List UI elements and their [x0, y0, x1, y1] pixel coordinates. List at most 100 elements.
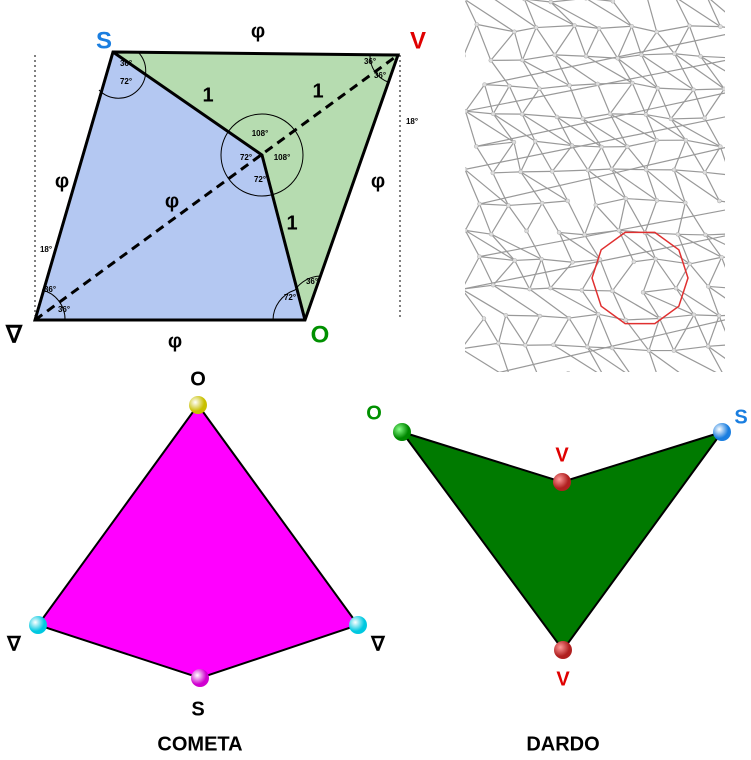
tile-edge: [611, 347, 630, 372]
tile-edge: [582, 118, 628, 148]
tile-node: [631, 376, 635, 380]
tile-edge: [581, 289, 599, 315]
tile-edge: [598, 28, 619, 59]
vertex-label: S: [191, 698, 204, 720]
tile-edge: [595, 197, 626, 206]
tile-edge: [586, 346, 626, 372]
tile-node: [630, 80, 635, 86]
tile-edge: [659, 314, 695, 320]
tile-node: [566, 371, 571, 372]
edge-label: 1: [286, 212, 297, 234]
tile-edge: [581, 289, 613, 292]
tile-node: [747, 312, 751, 316]
tile-node: [717, 198, 722, 204]
tile-edge: [465, 256, 480, 285]
tile-edge: [527, 0, 551, 3]
tile-edge: [556, 116, 583, 120]
tile-edge: [631, 25, 657, 33]
tile-node: [552, 52, 557, 58]
tile-node: [474, 22, 480, 27]
tile-node: [548, 285, 553, 291]
tile-edge: [490, 205, 509, 235]
tile-edge: [585, 55, 633, 84]
angle-label: 72°: [284, 293, 296, 302]
tile-node: [474, 376, 478, 380]
tile-edge: [611, 290, 627, 321]
vertex-ball: [554, 641, 572, 659]
tile-edge: [707, 286, 720, 316]
tile-node: [539, 200, 545, 206]
tile-edge: [707, 285, 725, 299]
tile-edge: [568, 313, 599, 319]
tile-edge: [534, 140, 553, 172]
tile-edge: [541, 202, 560, 233]
tile-edge: [618, 198, 627, 231]
tile-edge: [521, 88, 540, 115]
tile-edge: [673, 25, 690, 55]
tile-edge: [611, 261, 635, 292]
tile-node: [734, 113, 738, 117]
tile-node: [465, 0, 468, 2]
tile-node: [643, 112, 649, 117]
tile-edge: [645, 87, 659, 115]
angle-arc: [98, 51, 147, 99]
tile-node: [481, 316, 487, 321]
tile-edge: [582, 113, 611, 120]
tile-edge: [465, 230, 480, 257]
tile-edge: [465, 229, 492, 235]
tile-node: [718, 24, 723, 29]
tile-edge: [584, 234, 601, 260]
tile-node: [640, 290, 646, 295]
tile-edge: [673, 169, 686, 203]
tile-edge: [684, 202, 706, 236]
edge-label: φ: [165, 190, 179, 212]
tile-node: [539, 256, 544, 262]
tile-edge: [478, 203, 492, 235]
tile-edge: [601, 146, 613, 170]
vertex-label: S: [96, 27, 112, 54]
tile-edge: [617, 54, 642, 59]
tile-node: [734, 232, 738, 236]
tile-edge: [609, 113, 628, 147]
tile-edge: [657, 87, 672, 120]
tile-edge: [571, 145, 589, 171]
tile-edge: [586, 314, 599, 348]
vertex-ball: [189, 396, 207, 414]
tile-edge: [465, 318, 485, 345]
tile-edge: [693, 314, 720, 317]
tile-node: [585, 344, 590, 350]
tile-edge: [675, 287, 695, 316]
tile-edge: [514, 258, 542, 262]
tile-edge: [558, 232, 574, 263]
tile-edge: [476, 24, 492, 61]
angle-arc: [220, 113, 304, 197]
tile-node: [507, 83, 512, 89]
tile-node: [579, 288, 585, 293]
tile-edge: [657, 87, 694, 91]
tile-edge: [524, 0, 537, 28]
tile-edge: [707, 344, 725, 347]
tile-edge: [556, 116, 573, 146]
angle-label: 108°: [274, 153, 291, 162]
tile-edge: [648, 350, 680, 372]
tile-edge: [505, 314, 540, 317]
tile-node: [524, 228, 529, 234]
tile-node: [703, 232, 708, 238]
tile-edge: [730, 141, 751, 175]
vertex-ball: [713, 423, 731, 441]
tile-node: [616, 228, 622, 233]
vertex-ball: [349, 616, 367, 634]
tile-edge: [540, 258, 551, 289]
tile-edge: [513, 31, 523, 61]
vertex-label: ∇: [5, 321, 23, 348]
tile-edge: [720, 26, 725, 28]
tile-edge: [465, 342, 499, 349]
tile-node: [519, 111, 525, 117]
tile-edge: [625, 198, 646, 233]
tile-edge: [574, 24, 600, 29]
tile-edge: [723, 88, 725, 92]
tile-edge: [493, 284, 530, 290]
tile-edge: [521, 113, 536, 142]
tile-node: [654, 198, 660, 203]
tile-edge: [631, 82, 647, 115]
